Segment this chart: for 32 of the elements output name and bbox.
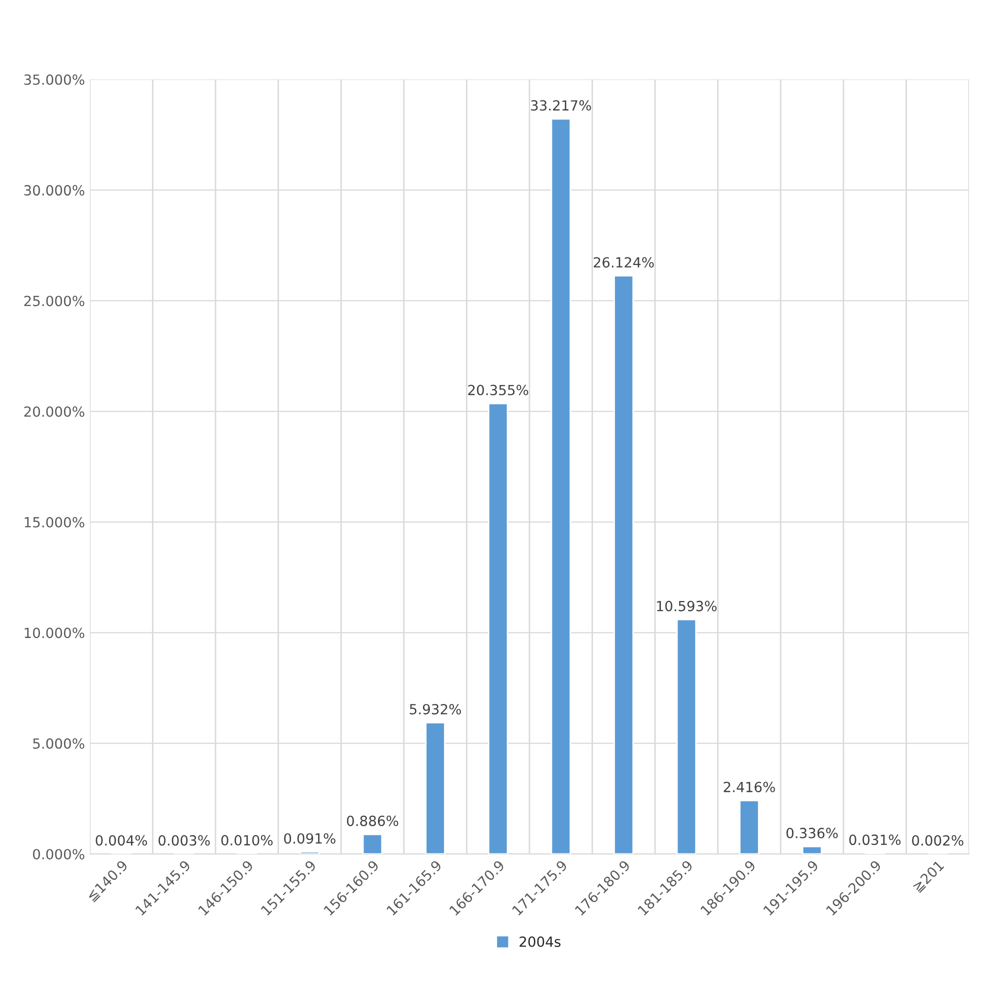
data-label: 20.355% (468, 384, 528, 396)
y-tick-label: 10.000% (24, 628, 84, 638)
data-label: 33.217% (531, 100, 591, 111)
data-label: 0.031% (849, 834, 901, 846)
y-tick-label: 30.000% (24, 185, 84, 196)
y-tick-label: 25.000% (24, 296, 84, 306)
bar (300, 851, 320, 854)
data-label: 2.416% (724, 782, 775, 792)
data-label: 0.336% (786, 828, 838, 838)
bar (550, 118, 571, 854)
legend-label: 2004s (520, 936, 560, 947)
y-tick-label: 20.000% (24, 406, 84, 417)
y-tick-label: 35.000% (24, 74, 84, 85)
data-label: 10.593% (657, 600, 717, 612)
data-label: 0.003% (158, 835, 210, 846)
bar (425, 722, 446, 854)
data-label: 26.124% (594, 257, 654, 268)
data-label: 5.932% (410, 704, 461, 714)
y-tick-label: 5.000% (33, 738, 84, 749)
data-label: 0.002% (912, 835, 964, 846)
data-label: 0.010% (221, 835, 273, 846)
data-label: 0.886% (346, 816, 398, 826)
data-label: 0.004% (96, 835, 148, 846)
y-tick-label: 15.000% (24, 517, 84, 528)
bar (488, 402, 508, 854)
bar (802, 846, 822, 854)
bar (362, 834, 383, 854)
bar (614, 275, 634, 854)
y-tick-label: 0.000% (33, 848, 84, 860)
bar (676, 618, 697, 854)
bar (739, 800, 760, 854)
data-label: 0.091% (284, 833, 336, 844)
